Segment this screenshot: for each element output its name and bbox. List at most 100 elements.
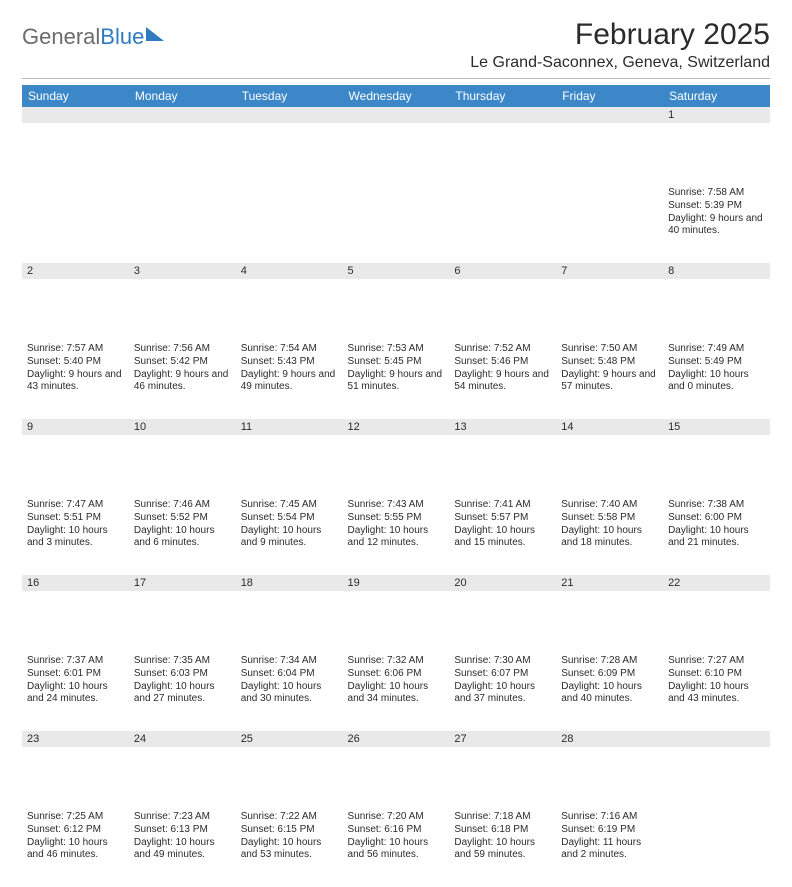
sunset-text: Sunset: 5:58 PM [561,512,658,525]
daylight-text: Daylight: 10 hours and 12 minutes. [348,525,445,551]
day-number: 13 [449,419,556,435]
weekday-wednesday: Wednesday [343,85,450,107]
day-number-cell [663,731,770,809]
daylight-text: Daylight: 10 hours and 24 minutes. [27,681,124,707]
day-content: Sunrise: 7:41 AMSunset: 5:57 PMDaylight:… [449,497,556,554]
day-number-cell: 13 [449,419,556,497]
sunrise-text: Sunrise: 7:43 AM [348,499,445,512]
day-number-cell: 9 [22,419,129,497]
sunset-text: Sunset: 6:06 PM [348,668,445,681]
day-number: 1 [663,107,770,123]
daylight-text: Daylight: 10 hours and 34 minutes. [348,681,445,707]
day-number: 3 [129,263,236,279]
sunrise-text: Sunrise: 7:49 AM [668,343,765,356]
day-cell: Sunrise: 7:49 AMSunset: 5:49 PMDaylight:… [663,341,770,419]
day-cell: Sunrise: 7:34 AMSunset: 6:04 PMDaylight:… [236,653,343,731]
title-block: February 2025 Le Grand-Saconnex, Geneva,… [470,18,770,72]
day-cell: Sunrise: 7:56 AMSunset: 5:42 PMDaylight:… [129,341,236,419]
sunrise-text: Sunrise: 7:41 AM [454,499,551,512]
day-content: Sunrise: 7:43 AMSunset: 5:55 PMDaylight:… [343,497,450,554]
sunrise-text: Sunrise: 7:32 AM [348,655,445,668]
weekday-sunday: Sunday [22,85,129,107]
sunrise-text: Sunrise: 7:34 AM [241,655,338,668]
day-number-cell: 3 [129,263,236,341]
day-number: 17 [129,575,236,591]
sunset-text: Sunset: 6:13 PM [134,824,231,837]
day-number: 24 [129,731,236,747]
day-cell: Sunrise: 7:40 AMSunset: 5:58 PMDaylight:… [556,497,663,575]
day-number [343,107,450,123]
sunrise-text: Sunrise: 7:23 AM [134,811,231,824]
sunrise-text: Sunrise: 7:16 AM [561,811,658,824]
day-cell: Sunrise: 7:30 AMSunset: 6:07 PMDaylight:… [449,653,556,731]
sunset-text: Sunset: 5:39 PM [668,200,765,213]
day-content: Sunrise: 7:28 AMSunset: 6:09 PMDaylight:… [556,653,663,710]
day-number: 12 [343,419,450,435]
day-cell: Sunrise: 7:45 AMSunset: 5:54 PMDaylight:… [236,497,343,575]
daylight-text: Daylight: 10 hours and 30 minutes. [241,681,338,707]
day-number-cell: 6 [449,263,556,341]
sunrise-text: Sunrise: 7:37 AM [27,655,124,668]
day-number-cell: 17 [129,575,236,653]
day-content: Sunrise: 7:47 AMSunset: 5:51 PMDaylight:… [22,497,129,554]
day-number: 14 [556,419,663,435]
sunset-text: Sunset: 6:15 PM [241,824,338,837]
day-content: Sunrise: 7:38 AMSunset: 6:00 PMDaylight:… [663,497,770,554]
day-content: Sunrise: 7:34 AMSunset: 6:04 PMDaylight:… [236,653,343,710]
day-cell: Sunrise: 7:23 AMSunset: 6:13 PMDaylight:… [129,809,236,887]
logo-triangle-icon [146,27,164,41]
weekday-saturday: Saturday [663,85,770,107]
sunrise-text: Sunrise: 7:52 AM [454,343,551,356]
day-number-cell: 5 [343,263,450,341]
daylight-text: Daylight: 9 hours and 43 minutes. [27,369,124,395]
daylight-text: Daylight: 10 hours and 49 minutes. [134,837,231,863]
day-number: 20 [449,575,556,591]
day-content: Sunrise: 7:53 AMSunset: 5:45 PMDaylight:… [343,341,450,398]
sunset-text: Sunset: 6:01 PM [27,668,124,681]
sunrise-text: Sunrise: 7:57 AM [27,343,124,356]
sunrise-text: Sunrise: 7:30 AM [454,655,551,668]
day-cell: Sunrise: 7:58 AMSunset: 5:39 PMDaylight:… [663,185,770,263]
sunset-text: Sunset: 6:19 PM [561,824,658,837]
day-cell: Sunrise: 7:16 AMSunset: 6:19 PMDaylight:… [556,809,663,887]
day-number-cell: 10 [129,419,236,497]
sunset-text: Sunset: 6:18 PM [454,824,551,837]
day-cell: Sunrise: 7:46 AMSunset: 5:52 PMDaylight:… [129,497,236,575]
day-content: Sunrise: 7:40 AMSunset: 5:58 PMDaylight:… [556,497,663,554]
day-content: Sunrise: 7:58 AMSunset: 5:39 PMDaylight:… [663,185,770,242]
day-content: Sunrise: 7:56 AMSunset: 5:42 PMDaylight:… [129,341,236,398]
day-number: 5 [343,263,450,279]
sunset-text: Sunset: 6:04 PM [241,668,338,681]
calendar-table: Sunday Monday Tuesday Wednesday Thursday… [22,85,770,887]
day-cell [236,185,343,263]
day-cell: Sunrise: 7:54 AMSunset: 5:43 PMDaylight:… [236,341,343,419]
day-number-cell: 26 [343,731,450,809]
day-number-cell: 14 [556,419,663,497]
daylight-text: Daylight: 9 hours and 54 minutes. [454,369,551,395]
day-number-cell: 7 [556,263,663,341]
day-number-cell: 18 [236,575,343,653]
day-content: Sunrise: 7:22 AMSunset: 6:15 PMDaylight:… [236,809,343,866]
week-row: Sunrise: 7:57 AMSunset: 5:40 PMDaylight:… [22,341,770,419]
day-number [129,107,236,123]
day-number-cell: 19 [343,575,450,653]
sunset-text: Sunset: 6:00 PM [668,512,765,525]
sunrise-text: Sunrise: 7:18 AM [454,811,551,824]
day-cell [663,809,770,887]
day-cell [556,185,663,263]
sunset-text: Sunset: 5:57 PM [454,512,551,525]
calendar-body: 1 Sunrise: 7:58 AMSunset: 5:39 PMDaylight… [22,107,770,887]
day-cell: Sunrise: 7:27 AMSunset: 6:10 PMDaylight:… [663,653,770,731]
sunset-text: Sunset: 5:45 PM [348,356,445,369]
day-number-cell: 22 [663,575,770,653]
day-cell: Sunrise: 7:52 AMSunset: 5:46 PMDaylight:… [449,341,556,419]
sunset-text: Sunset: 5:51 PM [27,512,124,525]
day-number: 10 [129,419,236,435]
daynum-row: 232425262728 [22,731,770,809]
sunset-text: Sunset: 5:40 PM [27,356,124,369]
day-number-cell: 11 [236,419,343,497]
day-cell: Sunrise: 7:43 AMSunset: 5:55 PMDaylight:… [343,497,450,575]
day-number: 9 [22,419,129,435]
sunrise-text: Sunrise: 7:50 AM [561,343,658,356]
day-number: 23 [22,731,129,747]
